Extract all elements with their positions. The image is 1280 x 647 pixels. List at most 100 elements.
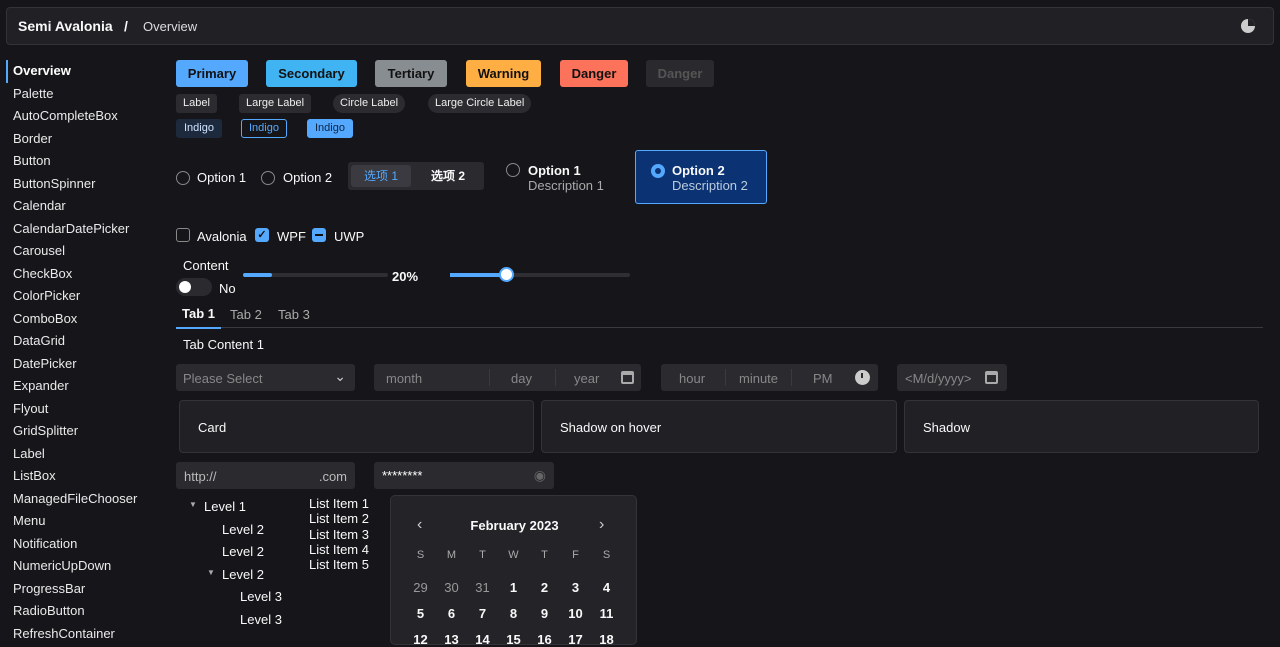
- tab-1[interactable]: Tab 1: [176, 306, 221, 329]
- hour-field[interactable]: hour: [679, 371, 706, 386]
- list-item[interactable]: List Item 3: [309, 526, 369, 542]
- sidebar-item[interactable]: Button: [13, 153, 51, 168]
- tree-item[interactable]: Level 2: [222, 544, 264, 559]
- calendar-day[interactable]: 10: [568, 606, 583, 621]
- checkbox-uwp[interactable]: [312, 228, 326, 242]
- sidebar-item[interactable]: ComboBox: [13, 310, 78, 326]
- tab-3[interactable]: Tab 3: [278, 307, 310, 322]
- combo-box[interactable]: Please Select ⌄: [176, 364, 355, 391]
- tree-item[interactable]: Level 3: [240, 611, 282, 627]
- sidebar-item[interactable]: DatePicker: [13, 355, 77, 371]
- sidebar-item[interactable]: Menu: [13, 513, 46, 528]
- calendar-day[interactable]: 9: [540, 606, 549, 621]
- sidebar-item[interactable]: CheckBox: [13, 265, 73, 281]
- toggle-switch[interactable]: [176, 278, 212, 296]
- sidebar-item[interactable]: ButtonSpinner: [13, 175, 96, 191]
- calendar-day[interactable]: 29: [413, 580, 428, 595]
- calendar-day[interactable]: 2: [540, 580, 549, 595]
- minute-field[interactable]: minute: [739, 371, 779, 386]
- calendar-day[interactable]: 30: [444, 580, 459, 595]
- sidebar-item[interactable]: DataGrid: [13, 333, 66, 348]
- eye-icon[interactable]: ◉: [533, 467, 546, 483]
- prev-month-icon[interactable]: ‹: [417, 516, 423, 533]
- calendar-day[interactable]: 7: [478, 606, 487, 621]
- url-input[interactable]: http:// .com: [176, 462, 355, 489]
- calendar-day[interactable]: 12: [413, 632, 428, 647]
- tree-item[interactable]: Level 2: [222, 566, 264, 582]
- progress-fill: [243, 273, 272, 277]
- calendar-day[interactable]: 3: [571, 580, 580, 595]
- sidebar-item[interactable]: Expander: [13, 378, 69, 393]
- calendar-day[interactable]: 31: [475, 580, 490, 595]
- slider-thumb[interactable]: [498, 267, 514, 282]
- calendar-day[interactable]: 13: [444, 632, 459, 647]
- sidebar-item[interactable]: Overview: [6, 60, 166, 83]
- sidebar-item[interactable]: RadioButton: [13, 603, 85, 618]
- list-item[interactable]: List Item 4: [309, 541, 369, 557]
- sidebar-item[interactable]: RefreshContainer: [13, 625, 115, 641]
- radio-option-2[interactable]: [261, 171, 275, 185]
- button-danger[interactable]: Danger: [560, 60, 628, 87]
- list-item[interactable]: List Item 2: [309, 511, 369, 527]
- sidebar-item[interactable]: ManagedFileChooser: [13, 490, 138, 506]
- sidebar-item[interactable]: Palette: [13, 85, 54, 101]
- tree-item[interactable]: Level 1: [204, 499, 246, 514]
- list-item[interactable]: List Item 1: [309, 496, 369, 511]
- button-tertiary[interactable]: Tertiary: [375, 60, 447, 87]
- app-title: Semi Avalonia: [18, 18, 113, 34]
- sidebar-item[interactable]: Flyout: [13, 400, 49, 416]
- calendar-day[interactable]: 16: [537, 632, 552, 647]
- button-warning[interactable]: Warning: [466, 60, 541, 87]
- expand-arrow-icon[interactable]: ▼: [189, 500, 197, 509]
- button-secondary[interactable]: Secondary: [266, 60, 357, 87]
- password-input[interactable]: ******** ◉: [374, 462, 554, 489]
- list-item[interactable]: List Item 5: [309, 557, 369, 573]
- calendar-day[interactable]: 14: [475, 632, 490, 647]
- button-primary[interactable]: Primary: [176, 60, 248, 87]
- sidebar-item[interactable]: Calendar: [13, 198, 66, 213]
- button-danger[interactable]: Danger: [646, 60, 714, 87]
- sidebar-item[interactable]: Border: [13, 130, 53, 146]
- sidebar-item[interactable]: AutoCompleteBox: [13, 108, 118, 123]
- calendar-day[interactable]: 6: [447, 606, 456, 621]
- ampm-field[interactable]: PM: [813, 371, 833, 386]
- segment-2[interactable]: 选项 2: [430, 169, 465, 183]
- sidebar-item[interactable]: Label: [13, 445, 45, 461]
- next-month-icon[interactable]: ›: [599, 516, 605, 533]
- calendar-day[interactable]: 5: [416, 606, 425, 621]
- calendar-day[interactable]: 15: [506, 632, 521, 647]
- calendar-day[interactable]: 18: [599, 632, 614, 647]
- sidebar-item[interactable]: ColorPicker: [13, 288, 81, 303]
- sidebar-item[interactable]: Carousel: [13, 243, 66, 258]
- sidebar-item[interactable]: GridSplitter: [13, 423, 79, 438]
- theme-toggle-icon[interactable]: [1241, 19, 1255, 33]
- day-field[interactable]: day: [511, 371, 532, 386]
- calendar-day[interactable]: 11: [599, 606, 614, 621]
- calendar-date-picker[interactable]: <M/d/yyyy>: [897, 364, 1007, 391]
- segment-1[interactable]: 选项 1: [351, 165, 411, 187]
- sidebar-item[interactable]: Notification: [13, 535, 78, 551]
- date-picker[interactable]: month day year: [374, 364, 641, 391]
- expand-arrow-icon[interactable]: ▼: [207, 567, 215, 577]
- checkbox-avalonia[interactable]: [176, 228, 190, 242]
- time-picker[interactable]: hour minute PM: [661, 364, 878, 391]
- tree-item[interactable]: Level 3: [240, 589, 282, 604]
- radio-card-1[interactable]: Option 1 Description 1: [506, 163, 626, 203]
- calendar-title[interactable]: February 2023: [470, 518, 559, 533]
- sidebar-item[interactable]: ProgressBar: [13, 580, 86, 596]
- tab-2[interactable]: Tab 2: [230, 307, 262, 322]
- sidebar-item[interactable]: CalendarDatePicker: [13, 220, 130, 236]
- radio-option-1[interactable]: [176, 171, 190, 185]
- year-field[interactable]: year: [574, 371, 600, 386]
- checkbox-wpf[interactable]: ✓: [255, 228, 269, 242]
- sidebar-item[interactable]: NumericUpDown: [13, 558, 112, 573]
- sidebar-item[interactable]: ListBox: [13, 468, 56, 483]
- month-field[interactable]: month: [386, 371, 423, 386]
- slider[interactable]: [450, 267, 630, 282]
- calendar-day[interactable]: 1: [509, 580, 518, 595]
- calendar-day[interactable]: 8: [509, 606, 518, 621]
- tree-item[interactable]: Level 2: [222, 521, 264, 537]
- calendar-day[interactable]: 17: [568, 632, 583, 647]
- radio-card-2[interactable]: Option 2 Description 2: [635, 150, 767, 204]
- calendar-day[interactable]: 4: [602, 580, 611, 595]
